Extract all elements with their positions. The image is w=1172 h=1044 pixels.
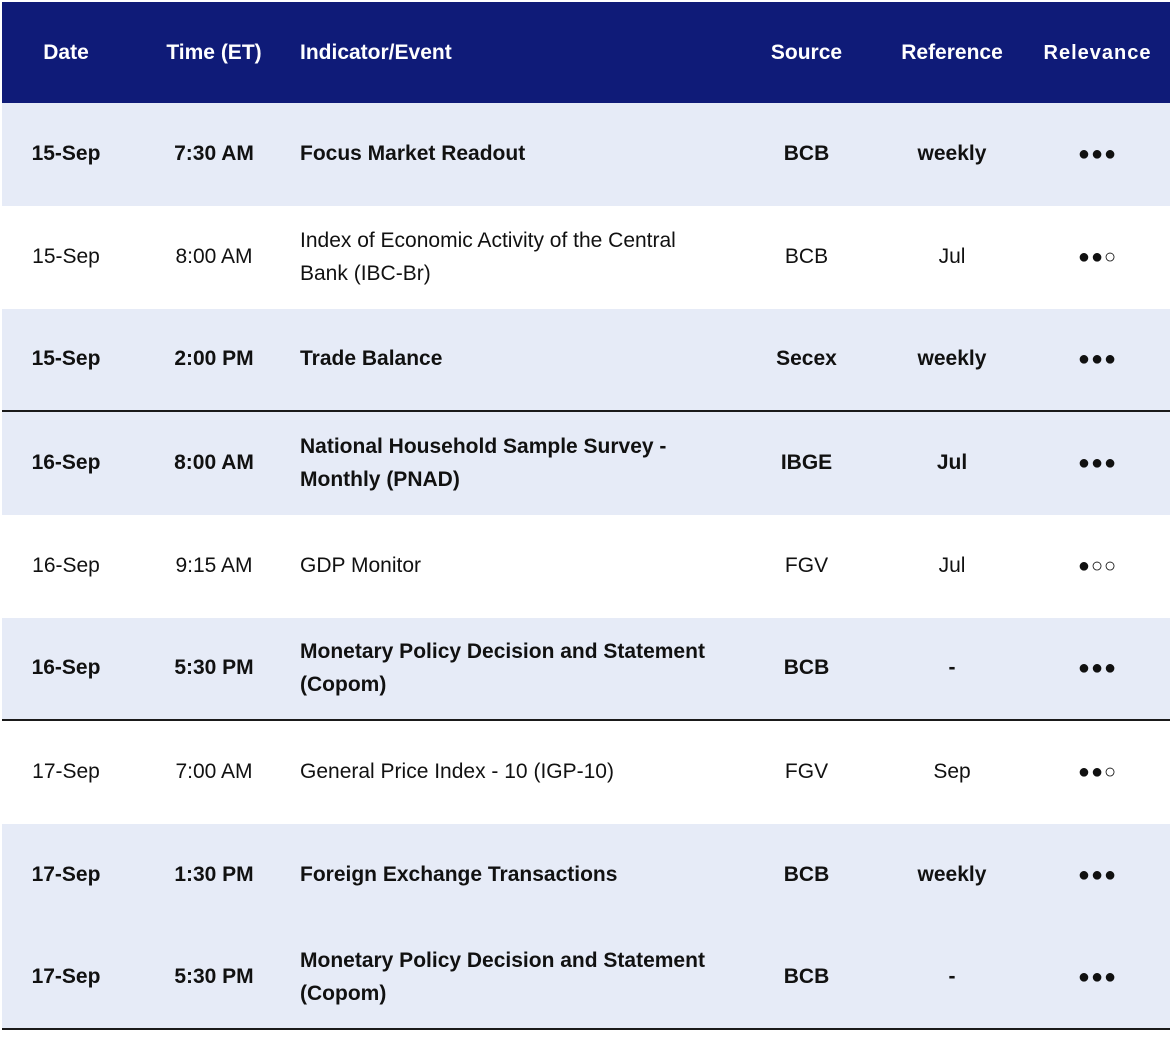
row-date: 16-Sep — [32, 554, 100, 578]
table-header: Date Time (ET) Indicator/Event Source Re… — [2, 2, 1170, 103]
row-indicator: National Household Sample Survey - Month… — [300, 434, 667, 491]
row-source: Secex — [776, 347, 837, 371]
row-time: 1:30 PM — [174, 863, 254, 887]
row-date: 17-Sep — [32, 760, 100, 784]
row-source: BCB — [783, 863, 830, 887]
row-relevance: ●○○ — [1077, 555, 1118, 577]
row-reference: weekly — [917, 863, 987, 887]
table-row: 16-Sep 5:30 PM Monetary Policy Decision … — [2, 618, 1170, 721]
row-indicator: Focus Market Readout — [300, 142, 526, 166]
row-source: BCB — [783, 656, 830, 680]
row-date: 15-Sep — [31, 142, 101, 166]
row-relevance: ●●● — [1077, 348, 1118, 370]
row-reference: Sep — [933, 760, 971, 784]
table-row: 16-Sep 9:15 AM GDP Monitor FGV Jul ●○○ — [2, 515, 1170, 618]
row-date: 16-Sep — [31, 451, 101, 475]
row-time: 8:00 AM — [175, 245, 253, 269]
table-row: 16-Sep 8:00 AM National Household Sample… — [2, 412, 1170, 515]
header-reference: Reference — [901, 40, 1003, 64]
row-source: IBGE — [780, 451, 833, 475]
row-relevance: ●●● — [1077, 864, 1118, 886]
header-relevance: Relevance — [1043, 41, 1152, 64]
row-source: FGV — [784, 554, 829, 578]
row-reference: Jul — [936, 451, 968, 475]
row-source: BCB — [783, 965, 830, 989]
row-reference: Jul — [938, 554, 966, 578]
row-indicator: Foreign Exchange Transactions — [300, 863, 618, 887]
row-indicator: Trade Balance — [300, 347, 443, 371]
row-relevance: ●●○ — [1077, 761, 1118, 783]
row-source: BCB — [783, 142, 830, 166]
row-time: 8:00 AM — [174, 451, 254, 475]
header-indicator: Indicator/Event — [300, 40, 452, 64]
row-date: 17-Sep — [31, 863, 101, 887]
header-source: Source — [770, 40, 843, 64]
row-relevance: ●●● — [1077, 966, 1118, 988]
row-time: 2:00 PM — [174, 347, 254, 371]
table-row: 17-Sep 5:30 PM Monetary Policy Decision … — [2, 927, 1170, 1030]
row-source: BCB — [784, 245, 829, 269]
table-row: 17-Sep 7:00 AM General Price Index - 10 … — [2, 721, 1170, 824]
row-date: 16-Sep — [31, 656, 101, 680]
table-row: 15-Sep 2:00 PM Trade Balance Secex weekl… — [2, 309, 1170, 412]
row-time: 5:30 PM — [174, 965, 254, 989]
row-relevance: ●●○ — [1077, 246, 1118, 268]
row-indicator: General Price Index - 10 (IGP-10) — [300, 760, 614, 784]
header-time: Time (ET) — [166, 40, 262, 64]
row-reference: - — [948, 965, 956, 989]
row-source: FGV — [784, 760, 829, 784]
row-date: 15-Sep — [31, 347, 101, 371]
row-relevance: ●●● — [1077, 657, 1118, 679]
table-row: 17-Sep 1:30 PM Foreign Exchange Transact… — [2, 824, 1170, 927]
row-indicator: Index of Economic Activity of the Centra… — [300, 228, 676, 285]
row-reference: weekly — [917, 347, 987, 371]
row-relevance: ●●● — [1077, 452, 1118, 474]
row-reference: weekly — [917, 142, 987, 166]
table-row: 15-Sep 8:00 AM Index of Economic Activit… — [2, 206, 1170, 309]
row-indicator: GDP Monitor — [300, 554, 421, 578]
row-date: 15-Sep — [32, 245, 100, 269]
row-time: 7:00 AM — [175, 760, 253, 784]
row-reference: - — [948, 656, 956, 680]
header-date: Date — [43, 40, 89, 64]
row-time: 5:30 PM — [174, 656, 254, 680]
row-date: 17-Sep — [31, 965, 101, 989]
row-time: 9:15 AM — [175, 554, 253, 578]
row-indicator: Monetary Policy Decision and Statement (… — [300, 948, 705, 1005]
row-indicator: Monetary Policy Decision and Statement (… — [300, 639, 705, 696]
row-reference: Jul — [938, 245, 966, 269]
row-relevance: ●●● — [1077, 143, 1118, 165]
table-row: 15-Sep 7:30 AM Focus Market Readout BCB … — [2, 103, 1170, 206]
row-time: 7:30 AM — [174, 142, 254, 166]
